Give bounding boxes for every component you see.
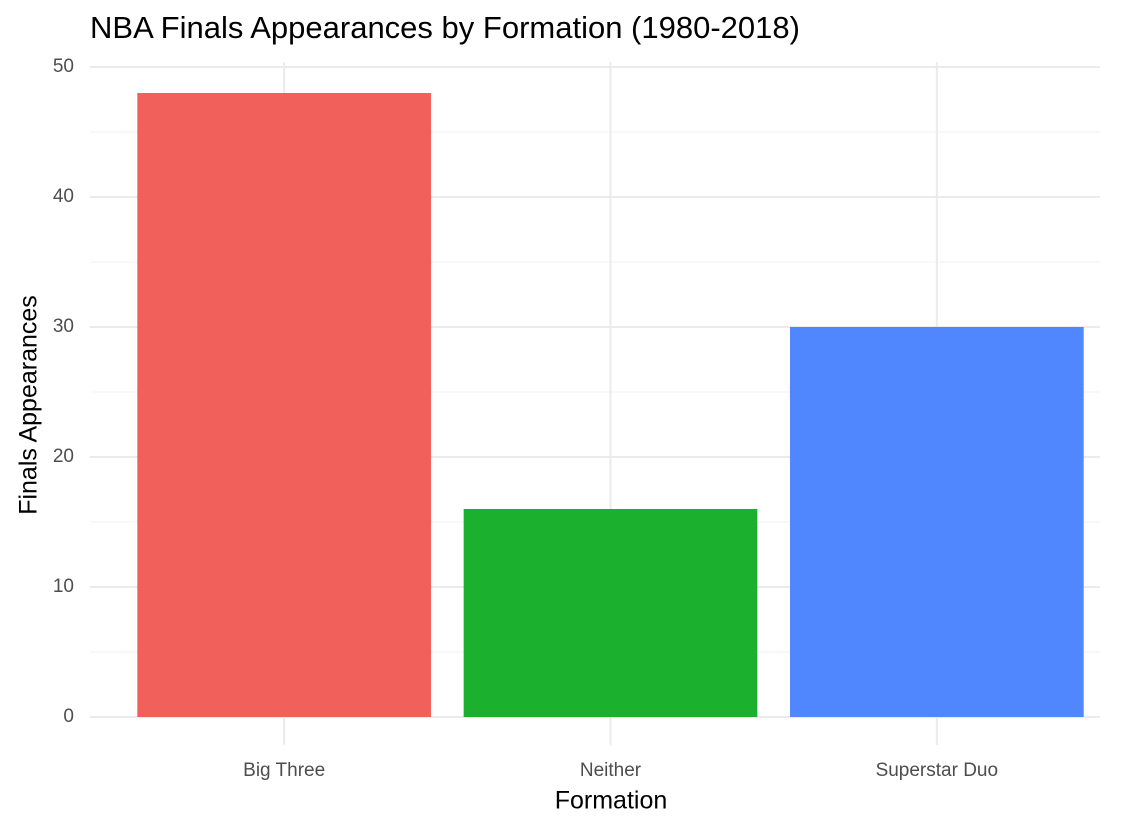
bar xyxy=(463,509,758,717)
x-tick-label: Big Three xyxy=(243,760,325,781)
x-tick-label: Neither xyxy=(580,760,642,781)
y-tick-label: 0 xyxy=(63,706,74,727)
chart-title: NBA Finals Appearances by Formation (198… xyxy=(90,10,800,45)
bar xyxy=(137,93,432,717)
y-tick-label: 50 xyxy=(53,56,74,77)
y-tick-label: 40 xyxy=(53,186,74,207)
x-axis-title: Formation xyxy=(555,787,668,815)
bar xyxy=(789,327,1084,717)
y-tick-label: 10 xyxy=(53,576,74,597)
y-axis-title: Finals Appearances xyxy=(15,295,43,515)
y-tick-label: 20 xyxy=(53,446,74,467)
x-tick-label: Superstar Duo xyxy=(876,760,999,781)
y-tick-label: 30 xyxy=(53,316,74,337)
